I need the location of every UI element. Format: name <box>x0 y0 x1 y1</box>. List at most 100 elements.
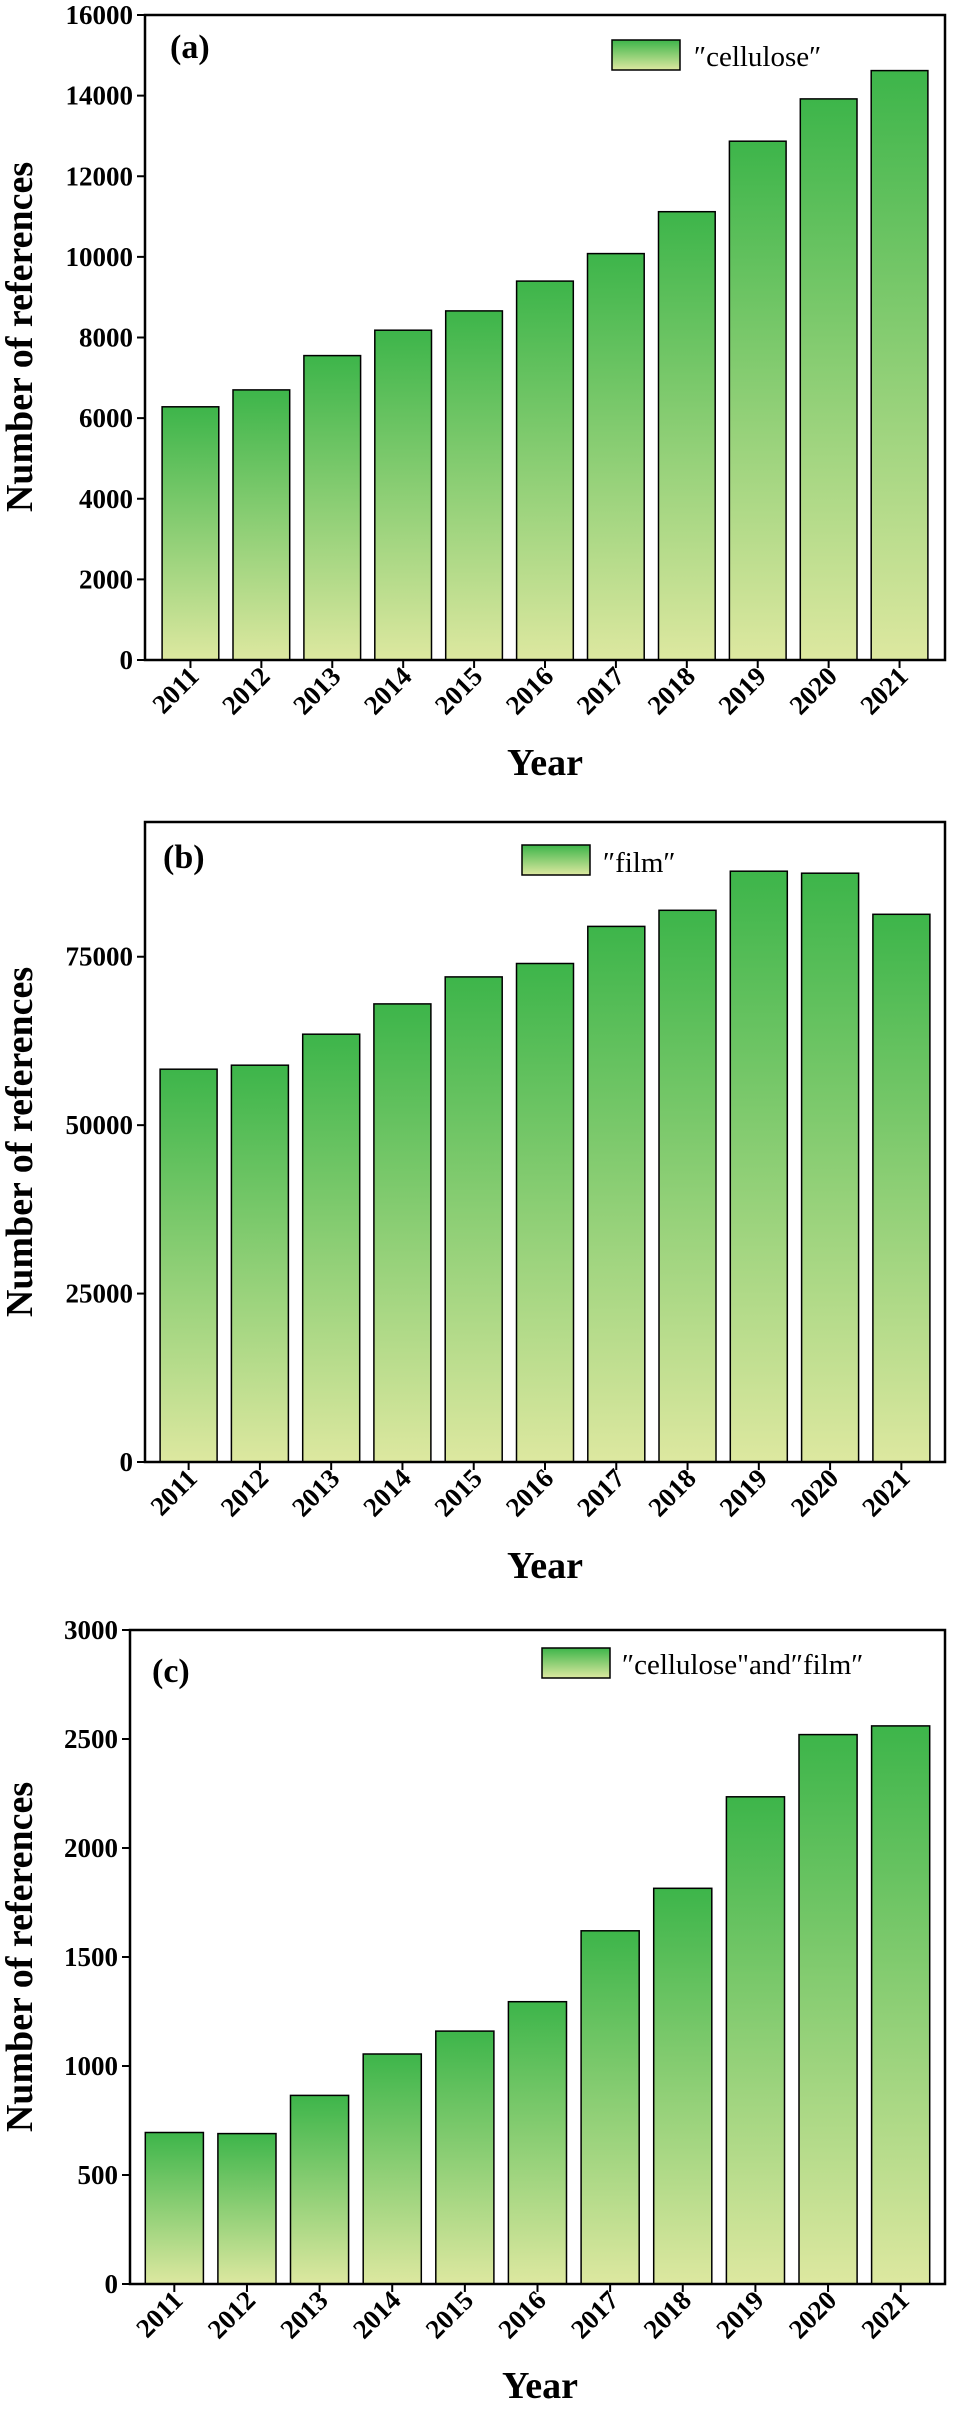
bar-2014 <box>373 1003 432 1463</box>
y-tick-label: 75000 <box>66 942 134 972</box>
x-tick-label: 2013 <box>286 1463 345 1522</box>
y-tick-label: 3000 <box>64 1615 118 1645</box>
bar-2021 <box>872 913 931 1463</box>
bar-2011 <box>159 1068 218 1463</box>
x-tick-label: 2021 <box>856 2285 915 2344</box>
bar-2019 <box>725 1796 786 2285</box>
bar-2013 <box>301 1033 361 1463</box>
y-axis-title: Number of references <box>0 162 41 512</box>
y-tick-label: 2000 <box>64 1833 118 1863</box>
y-tick-label: 25000 <box>66 1279 134 1309</box>
bar-2018 <box>657 210 716 661</box>
chart-panel-c: (c) ″cellulose"and″film″ Number of refer… <box>0 1615 947 2407</box>
x-tick-label: 2013 <box>274 2285 333 2344</box>
x-tick-label: 2012 <box>216 661 275 720</box>
x-tick-label: 2017 <box>571 661 630 720</box>
bar-2019 <box>728 140 787 661</box>
y-tick-label: 2500 <box>64 1724 118 1754</box>
y-axis-title: Number of references <box>0 1782 41 2132</box>
y-tick-label: 16000 <box>66 0 134 30</box>
x-tick-label: 2013 <box>287 661 346 720</box>
x-tick-label: 2020 <box>783 2285 842 2344</box>
legend-swatch <box>521 844 591 876</box>
bar-series <box>161 69 929 661</box>
bar-2013 <box>289 2094 350 2285</box>
bar-2017 <box>580 1930 640 2285</box>
bar-2011 <box>144 2131 205 2285</box>
x-tick-label: 2015 <box>429 661 488 720</box>
x-tick-label: 2011 <box>146 661 204 719</box>
legend: ″cellulose″ <box>611 39 821 73</box>
y-tick-label: 500 <box>78 2160 119 2190</box>
x-tick-label: 2016 <box>492 2285 551 2344</box>
legend-label: ″cellulose"and″film″ <box>622 1649 863 1681</box>
chart-panel-b: (b) ″film″ Number of references Year 201… <box>0 820 947 1587</box>
x-tick-label: 2011 <box>130 2285 188 2343</box>
x-tick-label: 2014 <box>357 1463 416 1522</box>
bar-2012 <box>217 2132 277 2285</box>
x-tick-label: 2014 <box>347 2285 406 2344</box>
bar-2014 <box>362 2053 423 2285</box>
bar-2020 <box>798 1733 858 2285</box>
x-tick-label: 2014 <box>358 661 417 720</box>
legend: ″cellulose"and″film″ <box>541 1647 863 1681</box>
x-tick-label: 2016 <box>500 1463 559 1522</box>
x-tick-label: 2012 <box>202 2285 261 2344</box>
panel-label: (c) <box>152 1653 190 1690</box>
bar-2020 <box>800 872 860 1463</box>
x-axis-title: Year <box>502 2365 578 2407</box>
x-tick-label: 2015 <box>429 1463 488 1522</box>
bar-2013 <box>303 354 362 661</box>
x-tick-label: 2017 <box>565 2285 624 2344</box>
x-tick-label: 2018 <box>642 1463 701 1522</box>
legend-swatch <box>611 39 681 71</box>
bar-2015 <box>444 976 503 1463</box>
y-tick-label: 10000 <box>66 242 134 272</box>
x-tick-label: 2012 <box>215 1463 274 1522</box>
y-tick-label: 4000 <box>79 484 133 514</box>
x-tick-label: 2021 <box>856 1463 915 1522</box>
x-tick-label: 2020 <box>785 1463 844 1522</box>
bar-2011 <box>161 406 220 661</box>
x-tick-label: 2019 <box>713 661 772 720</box>
y-tick-label: 0 <box>120 645 134 675</box>
y-tick-label: 50000 <box>66 1110 134 1140</box>
x-tick-label: 2015 <box>420 2285 479 2344</box>
bar-2012 <box>230 1064 290 1463</box>
y-tick-label: 14000 <box>66 81 134 111</box>
legend: ″film″ <box>521 844 676 879</box>
x-tick-label: 2019 <box>714 1463 773 1522</box>
chart-panel-a: (a) ″cellulose″ Number of references Yea… <box>0 0 947 784</box>
x-axis-title: Year <box>507 742 583 784</box>
y-tick-label: 0 <box>105 2269 119 2299</box>
bar-2021 <box>870 69 929 661</box>
y-tick-label: 8000 <box>79 323 133 353</box>
legend-label: ″film″ <box>603 847 676 879</box>
bar-series <box>144 1725 931 2285</box>
y-tick-label: 2000 <box>79 564 133 594</box>
y-tick-label: 6000 <box>79 403 133 433</box>
y-tick-label: 1500 <box>64 1942 118 1972</box>
legend-swatch <box>541 1647 611 1679</box>
y-tick-label: 0 <box>120 1447 134 1477</box>
bar-2015 <box>444 310 504 661</box>
x-tick-label: 2011 <box>145 1463 203 1521</box>
bar-2016 <box>507 2000 568 2285</box>
bar-2016 <box>515 962 575 1463</box>
panel-label: (b) <box>163 839 205 876</box>
x-tick-label: 2018 <box>638 2285 697 2344</box>
bar-series <box>159 870 931 1463</box>
bar-2020 <box>799 98 858 661</box>
bar-2018 <box>658 909 717 1463</box>
bar-2018 <box>652 1887 713 2285</box>
bar-2015 <box>435 2030 495 2285</box>
panel-label: (a) <box>170 29 210 66</box>
bar-2012 <box>232 389 291 661</box>
x-tick-label: 2017 <box>571 1463 630 1522</box>
legend-label: ″cellulose″ <box>694 41 821 73</box>
bar-2017 <box>587 925 646 1463</box>
y-axis-title: Number of references <box>0 967 41 1317</box>
x-tick-label: 2019 <box>710 2285 769 2344</box>
bar-2014 <box>374 329 433 661</box>
